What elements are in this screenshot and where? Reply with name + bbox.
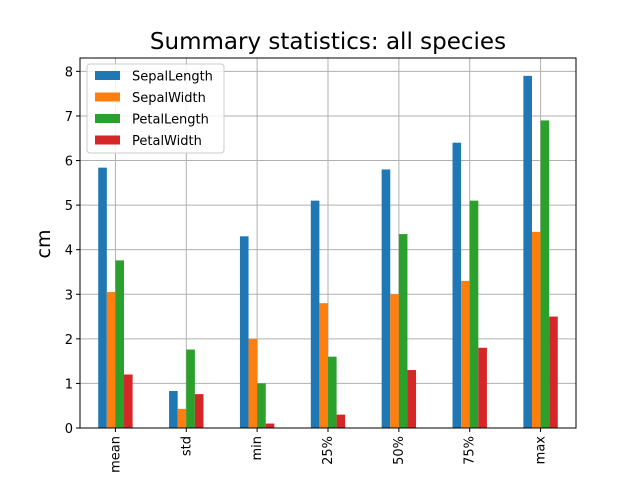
bar-sepallength-0	[98, 167, 107, 428]
legend-label: PetalWidth	[132, 134, 202, 149]
bar-petalwidth-3	[336, 414, 346, 428]
y-tick-label: 3	[65, 288, 73, 303]
bar-sepalwidth-4	[390, 294, 399, 428]
legend-swatch	[95, 92, 120, 102]
x-tick-label: mean	[108, 436, 123, 473]
bar-sepallength-1	[169, 391, 178, 428]
bar-sepallength-3	[310, 200, 320, 428]
legend-label: SepalLength	[132, 70, 213, 85]
bar-sepallength-2	[239, 236, 249, 428]
legend-label: PetalLength	[132, 113, 209, 128]
bar-petalwidth-4	[407, 370, 417, 428]
y-axis-label: cm	[33, 230, 55, 259]
y-tick-label: 0	[65, 422, 73, 437]
x-tick-label: 75%	[463, 436, 478, 465]
y-axis: 0 1 2 3 4 5 6 7 8	[65, 65, 80, 437]
bar-sepalwidth-3	[319, 303, 328, 428]
bar-petallength-2	[257, 383, 266, 428]
bar-sepallength-5	[452, 142, 462, 428]
y-tick-label: 2	[65, 333, 73, 348]
bar-sepallength-6	[523, 75, 532, 428]
legend-swatch	[95, 114, 120, 123]
bar-petallength-4	[398, 234, 408, 428]
bar-sepalwidth-2	[248, 338, 258, 428]
bar-sepallength-4	[381, 169, 391, 428]
y-tick-label: 7	[65, 110, 73, 125]
x-tick-label: 25%	[321, 436, 336, 465]
bar-petalwidth-0	[124, 374, 133, 428]
bar-petalwidth-6	[549, 316, 558, 428]
bar-petallength-3	[328, 356, 337, 428]
bar-petallength-0	[115, 260, 125, 428]
bar-petalwidth-2	[265, 423, 275, 428]
bar-sepalwidth-1	[177, 408, 187, 428]
y-tick-label: 5	[65, 199, 73, 214]
y-tick-label: 4	[65, 244, 73, 259]
bar-petalwidth-5	[478, 347, 487, 428]
x-tick-label: max	[534, 436, 549, 465]
bar-sepalwidth-5	[461, 280, 470, 428]
bars	[98, 75, 558, 428]
x-axis: mean std min 25% 50% 75% max	[108, 428, 549, 473]
legend-swatch	[95, 71, 120, 80]
legend: SepalLength SepalWidth PetalLength PetalWid…	[86, 63, 225, 154]
x-tick-label: min	[250, 436, 265, 461]
chart-title: Summary statistics: all species	[150, 29, 506, 55]
bar-petallength-5	[469, 200, 479, 428]
x-tick-label: std	[179, 436, 194, 456]
legend-label: SepalWidth	[132, 91, 206, 106]
y-tick-label: 8	[65, 65, 73, 80]
bar-sepalwidth-0	[106, 292, 116, 428]
y-tick-label: 6	[65, 155, 73, 170]
bar-petallength-1	[186, 349, 195, 428]
legend-box	[86, 63, 225, 154]
bar-petalwidth-1	[194, 394, 204, 428]
legend-swatch	[95, 135, 120, 145]
y-tick-label: 1	[65, 377, 73, 392]
bar-sepalwidth-6	[531, 231, 541, 428]
x-tick-label: 50%	[392, 436, 407, 465]
bar-petallength-6	[540, 120, 550, 428]
